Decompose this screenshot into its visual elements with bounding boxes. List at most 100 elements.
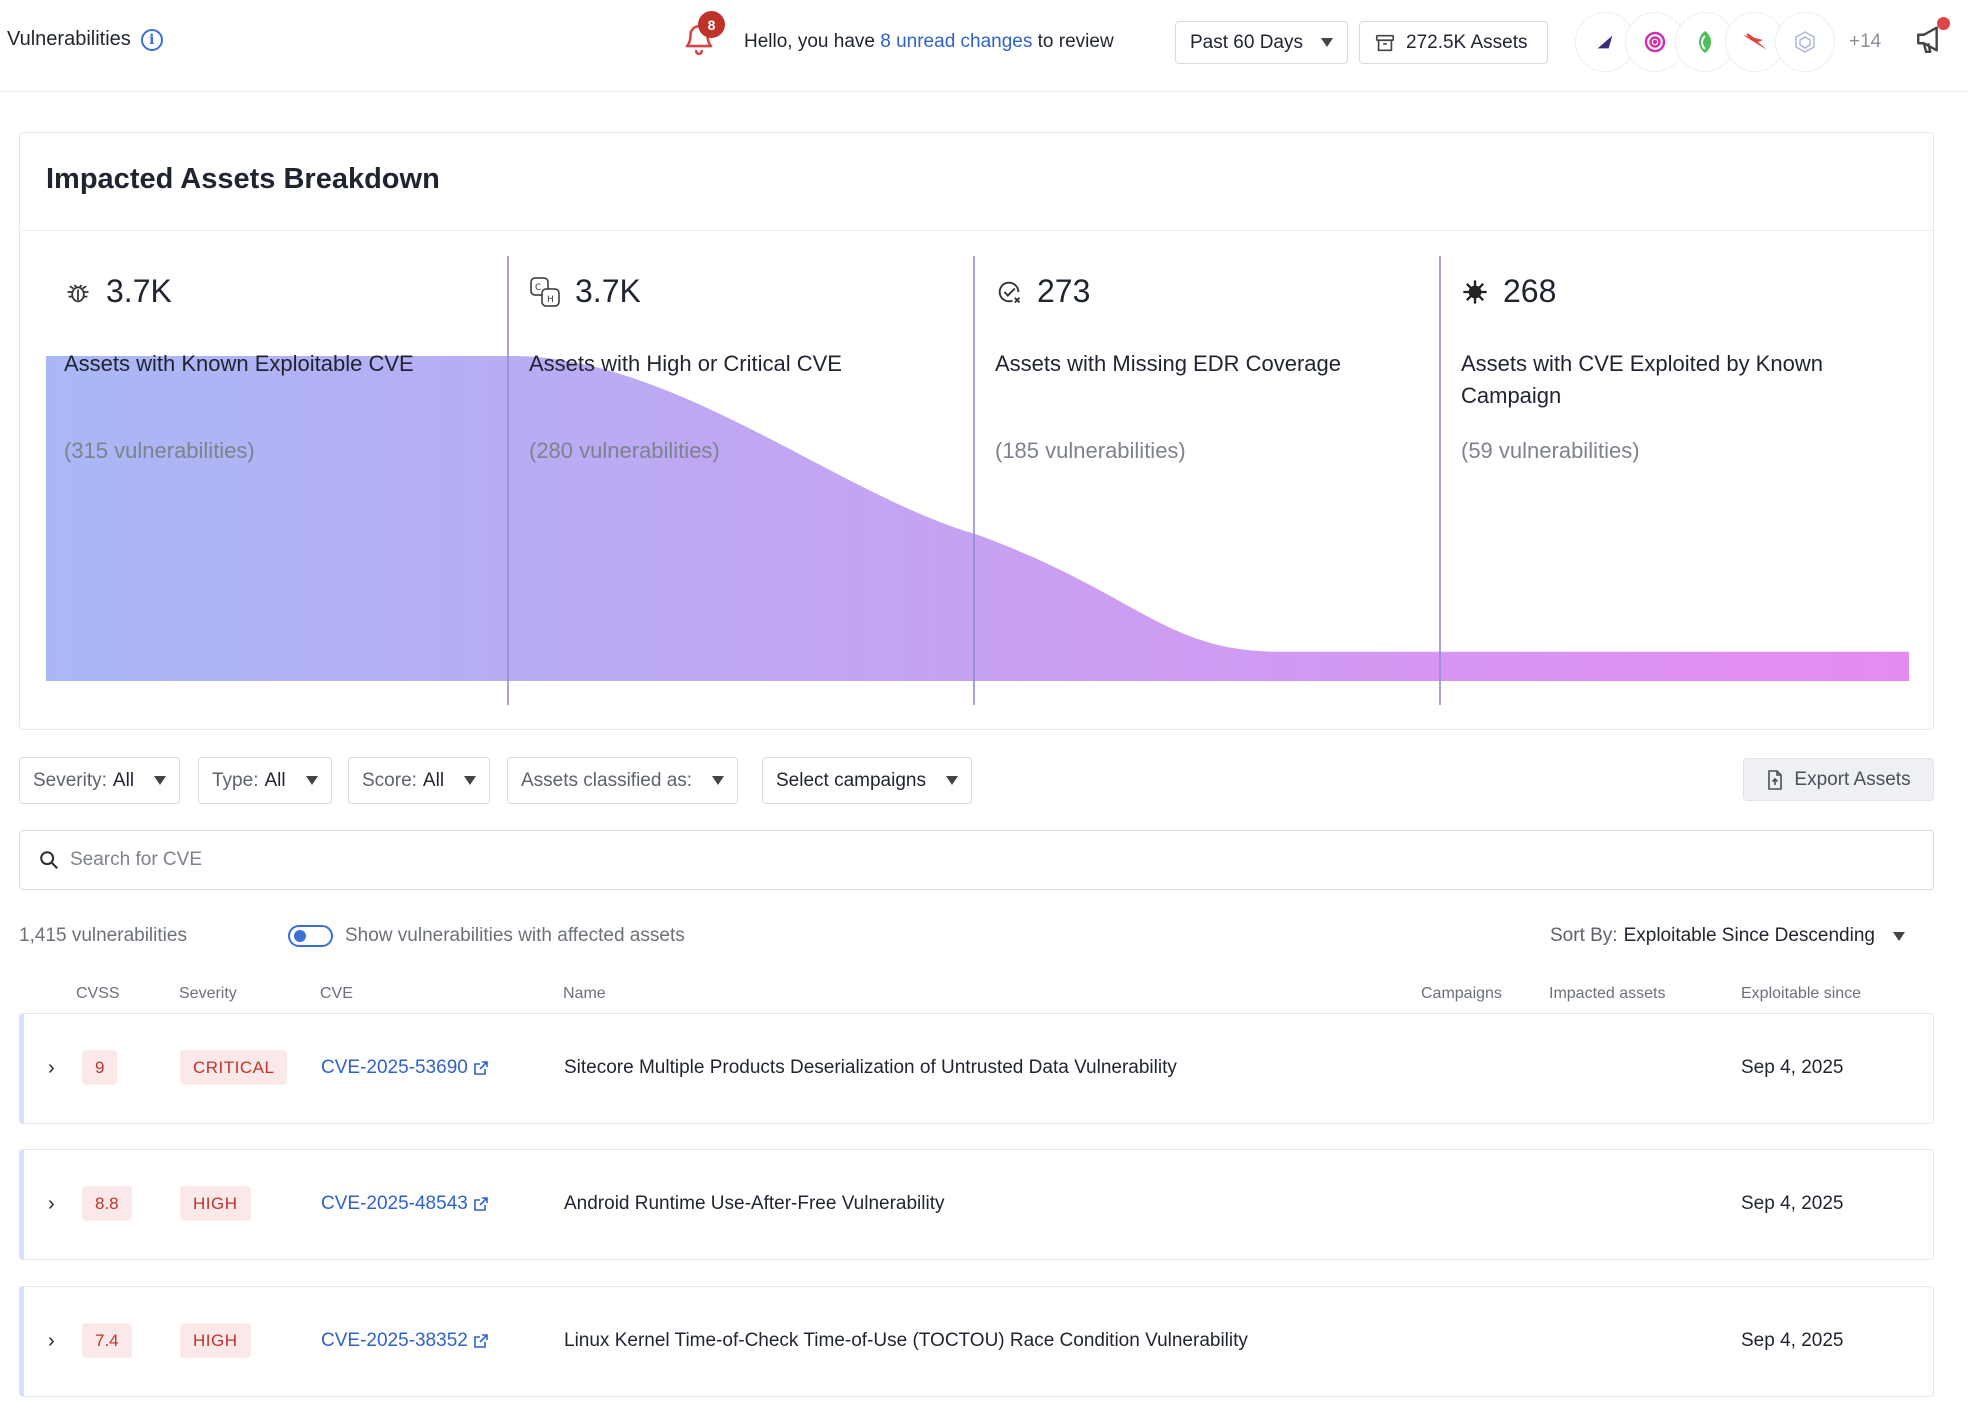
export-assets-button[interactable]: Export Assets [1743,758,1934,801]
stat-value: 3.7K [106,273,172,309]
stat-high-critical[interactable]: C H 3.7K Assets with High or Critical CV… [529,273,969,464]
notification-badge: 8 [698,11,725,38]
target-icon[interactable] [1625,12,1685,72]
stat-known-campaign[interactable]: 268 Assets with CVE Exploited by Known C… [1461,273,1901,464]
table-row[interactable]: › 7.4 HIGH CVE-2025-38352 Linux Kernel T… [19,1286,1934,1397]
vulnerability-name: Android Runtime Use-After-Free Vulnerabi… [564,1193,945,1214]
vulnerability-name: Sitecore Multiple Products Deserializati… [564,1057,1177,1078]
affected-assets-toggle[interactable] [288,925,333,947]
column-header-exploitable-since[interactable]: Exploitable since [1741,985,1862,1002]
assets-classified-filter[interactable]: Assets classified as: [507,757,739,804]
external-link-icon [474,1197,488,1211]
page-title: Vulnerabilities i [7,28,163,51]
expand-chevron-icon[interactable]: › [48,1193,55,1215]
cve-search[interactable]: Search for CVE [19,830,1934,890]
caret-down-icon [1892,931,1905,941]
svg-text:C: C [535,283,541,293]
impacted-assets-card: Impacted Assets Breakdown 3.7K Assets wi… [19,132,1934,730]
funnel-area [46,356,1909,681]
caret-down-icon [945,776,958,785]
column-header-campaigns[interactable]: Campaigns [1421,985,1502,1002]
cve-link[interactable]: CVE-2025-53690 [321,1057,489,1079]
expand-chevron-icon[interactable]: › [48,1057,55,1079]
column-header-severity[interactable]: Severity [179,985,237,1002]
score-filter-value: All [422,769,445,791]
sort-label: Sort By: [1550,925,1618,946]
stat-missing-edr[interactable]: 273 Assets with Missing EDR Coverage (18… [995,273,1435,464]
virus-icon [1463,279,1487,304]
type-filter-label: Type: [212,769,259,791]
cve-id: CVE-2025-48543 [321,1193,468,1214]
caret-down-icon [154,776,167,785]
greeting-text: Hello, you have 8 unread changes to revi… [744,31,1114,53]
table-row[interactable]: › 9 CRITICAL CVE-2025-53690 Sitecore Mul… [19,1013,1934,1124]
edr-missing-icon [998,281,1021,303]
stat-sub: (185 vulnerabilities) [995,438,1186,463]
assets-label: 272.5K Assets [1406,31,1528,53]
stat-known-exploitable[interactable]: 3.7K Assets with Known Exploitable CVE (… [64,273,504,464]
caret-down-icon [1321,38,1333,47]
export-assets-label: Export Assets [1794,768,1911,790]
caret-down-icon [305,776,318,785]
severity-filter[interactable]: Severity: All [19,757,181,804]
caret-down-icon [464,776,477,785]
cve-id: CVE-2025-53690 [321,1057,468,1078]
cve-link[interactable]: CVE-2025-38352 [321,1330,489,1352]
assets-classified-label: Assets classified as: [521,769,693,791]
archive-icon [1375,34,1395,51]
external-link-icon [474,1061,488,1075]
announcement-dot [1937,17,1950,30]
card-title: Impacted Assets Breakdown [46,163,440,195]
sort-value: Exploitable Since Descending [1623,925,1875,946]
score-filter-label: Score: [362,769,417,791]
campaigns-filter-label: Select campaigns [776,769,926,791]
stat-value: 273 [1037,273,1091,309]
stat-label: Assets with Missing EDR Coverage [995,351,1342,376]
bug-icon [67,283,89,302]
column-header-name[interactable]: Name [563,985,606,1002]
exploitable-since-date: Sep 4, 2025 [1741,1193,1844,1214]
expand-chevron-icon[interactable]: › [48,1330,55,1352]
stat-sub: (59 vulnerabilities) [1461,438,1640,463]
type-filter-value: All [264,769,286,791]
exploitable-since-date: Sep 4, 2025 [1741,1057,1844,1078]
stage-divider [507,256,509,705]
toggle-label: Show vulnerabilities with affected asset… [345,925,685,946]
campaigns-filter[interactable]: Select campaigns [762,757,972,804]
critical-high-icon: C H [530,276,560,307]
stat-label: Assets with Known Exploitable CVE [64,351,414,376]
cvss-badge: 8.8 [82,1186,132,1221]
severity-badge: HIGH [180,1323,251,1358]
cve-link[interactable]: CVE-2025-48543 [321,1193,489,1215]
caret-down-icon [712,776,725,785]
stat-value: 268 [1503,273,1557,309]
column-header-cvss[interactable]: CVSS [76,985,120,1002]
score-filter[interactable]: Score: All [348,757,491,804]
stage-divider [973,256,975,705]
page-title-text: Vulnerabilities [7,28,131,50]
stat-sub: (315 vulnerabilities) [64,438,255,463]
cube-icon[interactable] [1775,12,1835,72]
greeting-prefix: Hello, you have [744,31,875,52]
type-filter[interactable]: Type: All [198,757,332,804]
time-range-value: Past 60 Days [1190,31,1303,53]
unread-changes-link[interactable]: 8 unread changes [880,31,1033,52]
table-row[interactable]: › 8.8 HIGH CVE-2025-48543 Android Runtim… [19,1149,1934,1260]
cvss-badge: 7.4 [82,1323,132,1358]
external-link-icon [474,1334,488,1348]
time-range-dropdown[interactable]: Past 60 Days [1175,21,1348,64]
greeting-suffix: to review [1037,31,1114,52]
megaphone-icon[interactable] [1914,22,1948,56]
more-integrations-count[interactable]: +14 [1849,31,1882,52]
stat-value: 3.7K [575,273,641,309]
column-header-cve[interactable]: CVE [320,985,353,1002]
search-placeholder: Search for CVE [70,849,202,870]
stat-sub: (280 vulnerabilities) [529,438,720,463]
info-icon[interactable]: i [140,28,163,51]
severity-badge: CRITICAL [180,1050,288,1085]
search-icon [40,851,58,869]
column-header-impacted-assets[interactable]: Impacted assets [1549,985,1666,1002]
assets-button[interactable]: 272.5K Assets [1359,21,1548,64]
sort-dropdown[interactable]: Sort By: Exploitable Since Descending [1550,925,1905,947]
bell-icon[interactable] [682,22,716,56]
